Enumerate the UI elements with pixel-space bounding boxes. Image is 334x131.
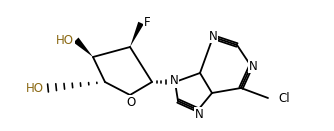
Text: O: O: [126, 95, 136, 108]
Text: Cl: Cl: [278, 92, 290, 105]
Text: HO: HO: [56, 34, 74, 47]
Text: N: N: [195, 108, 203, 121]
Text: F: F: [144, 17, 151, 29]
Text: N: N: [209, 29, 217, 42]
Polygon shape: [130, 22, 144, 47]
Text: HO: HO: [26, 81, 44, 94]
Text: N: N: [248, 59, 258, 72]
Polygon shape: [73, 37, 93, 57]
Text: N: N: [170, 75, 178, 88]
